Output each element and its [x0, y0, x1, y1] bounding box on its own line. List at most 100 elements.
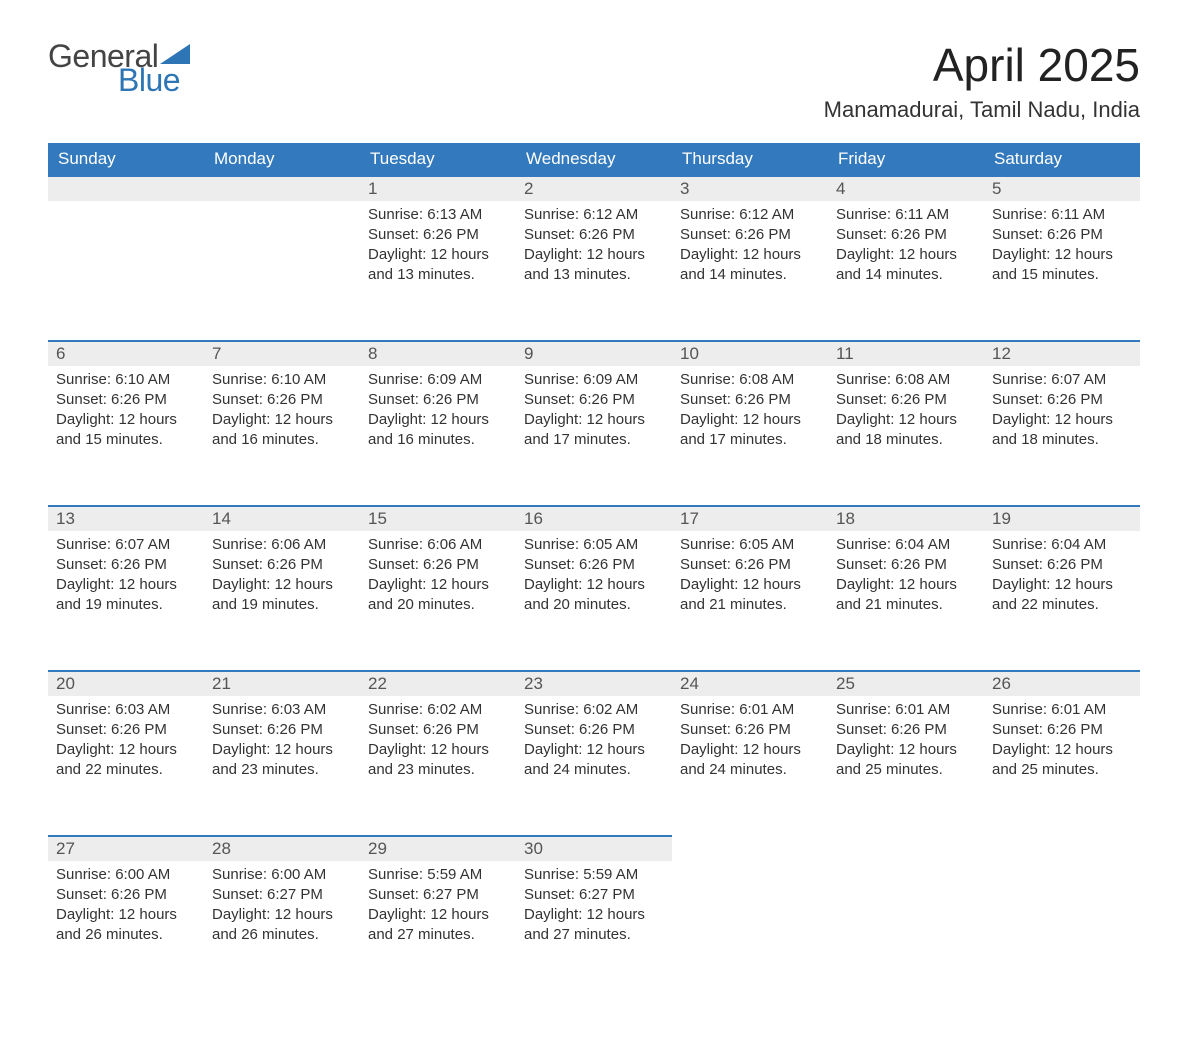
day-number-cell: 11: [828, 341, 984, 366]
sunset-line: Sunset: 6:26 PM: [836, 390, 976, 410]
sunset-line: Sunset: 6:26 PM: [524, 225, 664, 245]
sunset-line: Sunset: 6:26 PM: [56, 390, 196, 410]
sunrise-line: Sunrise: 6:10 AM: [212, 370, 352, 390]
day-content-cell: Sunrise: 6:04 AMSunset: 6:26 PMDaylight:…: [828, 531, 984, 671]
daylight-line: Daylight: 12 hours and 20 minutes.: [524, 575, 664, 616]
sunset-line: Sunset: 6:27 PM: [212, 885, 352, 905]
sunset-line: Sunset: 6:26 PM: [56, 555, 196, 575]
day-number-cell: 30: [516, 836, 672, 861]
day-number-cell: 2: [516, 176, 672, 201]
day-number-cell: 29: [360, 836, 516, 861]
daylight-line: Daylight: 12 hours and 14 minutes.: [680, 245, 820, 286]
day-content-cell: Sunrise: 6:10 AMSunset: 6:26 PMDaylight:…: [48, 366, 204, 506]
daylight-line: Daylight: 12 hours and 21 minutes.: [836, 575, 976, 616]
sunset-line: Sunset: 6:26 PM: [836, 225, 976, 245]
daylight-line: Daylight: 12 hours and 14 minutes.: [836, 245, 976, 286]
day-content-cell: [672, 861, 828, 1001]
sunset-line: Sunset: 6:26 PM: [56, 885, 196, 905]
daylight-line: Daylight: 12 hours and 13 minutes.: [524, 245, 664, 286]
daylight-line: Daylight: 12 hours and 26 minutes.: [212, 905, 352, 946]
day-number-cell: 3: [672, 176, 828, 201]
day-content-cell: Sunrise: 6:05 AMSunset: 6:26 PMDaylight:…: [516, 531, 672, 671]
day-number-cell: 1: [360, 176, 516, 201]
sunrise-line: Sunrise: 6:11 AM: [836, 205, 976, 225]
day-number-cell: [828, 836, 984, 861]
sunset-line: Sunset: 6:26 PM: [680, 720, 820, 740]
daylight-line: Daylight: 12 hours and 18 minutes.: [992, 410, 1132, 451]
sunrise-line: Sunrise: 6:00 AM: [56, 865, 196, 885]
daylight-line: Daylight: 12 hours and 22 minutes.: [992, 575, 1132, 616]
sunset-line: Sunset: 6:26 PM: [368, 390, 508, 410]
daylight-line: Daylight: 12 hours and 23 minutes.: [212, 740, 352, 781]
day-content-cell: Sunrise: 6:08 AMSunset: 6:26 PMDaylight:…: [672, 366, 828, 506]
daylight-line: Daylight: 12 hours and 27 minutes.: [524, 905, 664, 946]
day-content-cell: Sunrise: 6:00 AMSunset: 6:27 PMDaylight:…: [204, 861, 360, 1001]
day-number-cell: 14: [204, 506, 360, 531]
sunset-line: Sunset: 6:26 PM: [524, 720, 664, 740]
day-content-cell: Sunrise: 5:59 AMSunset: 6:27 PMDaylight:…: [516, 861, 672, 1001]
day-number-cell: 27: [48, 836, 204, 861]
sunrise-line: Sunrise: 6:01 AM: [680, 700, 820, 720]
weekday-header: Tuesday: [360, 143, 516, 176]
daylight-line: Daylight: 12 hours and 13 minutes.: [368, 245, 508, 286]
day-content-cell: Sunrise: 6:02 AMSunset: 6:26 PMDaylight:…: [516, 696, 672, 836]
sunrise-line: Sunrise: 6:05 AM: [524, 535, 664, 555]
daylight-line: Daylight: 12 hours and 27 minutes.: [368, 905, 508, 946]
daylight-line: Daylight: 12 hours and 19 minutes.: [212, 575, 352, 616]
sunrise-line: Sunrise: 6:07 AM: [56, 535, 196, 555]
sunset-line: Sunset: 6:26 PM: [680, 555, 820, 575]
day-content-cell: Sunrise: 6:04 AMSunset: 6:26 PMDaylight:…: [984, 531, 1140, 671]
day-content-cell: Sunrise: 6:13 AMSunset: 6:26 PMDaylight:…: [360, 201, 516, 341]
day-number-cell: 24: [672, 671, 828, 696]
sunset-line: Sunset: 6:26 PM: [56, 720, 196, 740]
sunset-line: Sunset: 6:27 PM: [368, 885, 508, 905]
sunset-line: Sunset: 6:26 PM: [680, 390, 820, 410]
day-number-row: 13141516171819: [48, 506, 1140, 531]
day-number-cell: 22: [360, 671, 516, 696]
day-content-cell: Sunrise: 6:09 AMSunset: 6:26 PMDaylight:…: [360, 366, 516, 506]
day-number-cell: [204, 176, 360, 201]
day-content-cell: Sunrise: 6:08 AMSunset: 6:26 PMDaylight:…: [828, 366, 984, 506]
sunrise-line: Sunrise: 6:13 AM: [368, 205, 508, 225]
daylight-line: Daylight: 12 hours and 23 minutes.: [368, 740, 508, 781]
day-content-row: Sunrise: 6:07 AMSunset: 6:26 PMDaylight:…: [48, 531, 1140, 671]
weekday-header: Thursday: [672, 143, 828, 176]
daylight-line: Daylight: 12 hours and 20 minutes.: [368, 575, 508, 616]
sunrise-line: Sunrise: 6:04 AM: [992, 535, 1132, 555]
weekday-header-row: SundayMondayTuesdayWednesdayThursdayFrid…: [48, 143, 1140, 176]
day-number-cell: [48, 176, 204, 201]
weekday-header: Saturday: [984, 143, 1140, 176]
day-content-cell: Sunrise: 6:05 AMSunset: 6:26 PMDaylight:…: [672, 531, 828, 671]
day-number-cell: 9: [516, 341, 672, 366]
calendar-table: SundayMondayTuesdayWednesdayThursdayFrid…: [48, 143, 1140, 1001]
page-header: General Blue April 2025 Manamadurai, Tam…: [48, 40, 1140, 123]
sunrise-line: Sunrise: 6:11 AM: [992, 205, 1132, 225]
daylight-line: Daylight: 12 hours and 17 minutes.: [680, 410, 820, 451]
day-content-cell: Sunrise: 6:09 AMSunset: 6:26 PMDaylight:…: [516, 366, 672, 506]
daylight-line: Daylight: 12 hours and 24 minutes.: [680, 740, 820, 781]
day-content-cell: Sunrise: 6:07 AMSunset: 6:26 PMDaylight:…: [48, 531, 204, 671]
day-content-cell: Sunrise: 6:01 AMSunset: 6:26 PMDaylight:…: [672, 696, 828, 836]
day-content-cell: [48, 201, 204, 341]
weekday-header: Sunday: [48, 143, 204, 176]
day-number-cell: 12: [984, 341, 1140, 366]
day-content-cell: Sunrise: 6:07 AMSunset: 6:26 PMDaylight:…: [984, 366, 1140, 506]
day-number-cell: 18: [828, 506, 984, 531]
sunrise-line: Sunrise: 6:02 AM: [368, 700, 508, 720]
sunrise-line: Sunrise: 6:08 AM: [836, 370, 976, 390]
sunset-line: Sunset: 6:26 PM: [368, 225, 508, 245]
month-title: April 2025: [824, 40, 1140, 91]
day-number-cell: 26: [984, 671, 1140, 696]
sunset-line: Sunset: 6:26 PM: [212, 720, 352, 740]
day-number-row: 6789101112: [48, 341, 1140, 366]
sunrise-line: Sunrise: 6:09 AM: [524, 370, 664, 390]
day-number-cell: 5: [984, 176, 1140, 201]
daylight-line: Daylight: 12 hours and 18 minutes.: [836, 410, 976, 451]
daylight-line: Daylight: 12 hours and 17 minutes.: [524, 410, 664, 451]
day-number-row: 27282930: [48, 836, 1140, 861]
sunrise-line: Sunrise: 6:06 AM: [212, 535, 352, 555]
day-content-cell: Sunrise: 6:02 AMSunset: 6:26 PMDaylight:…: [360, 696, 516, 836]
daylight-line: Daylight: 12 hours and 26 minutes.: [56, 905, 196, 946]
sunrise-line: Sunrise: 6:03 AM: [56, 700, 196, 720]
sunset-line: Sunset: 6:26 PM: [992, 555, 1132, 575]
